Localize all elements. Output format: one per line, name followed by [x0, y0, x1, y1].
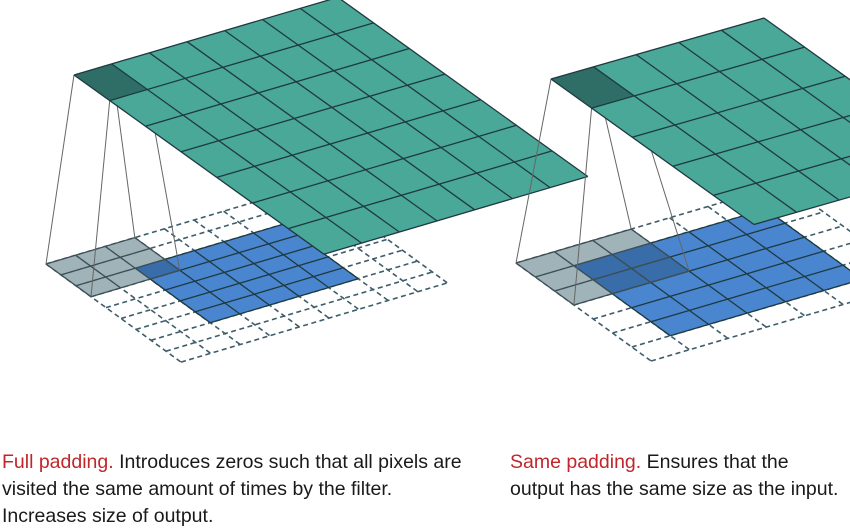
convolution-diagram — [45, 0, 850, 363]
output-highlight-cell — [551, 66, 635, 109]
full-padding-caption: Full padding. Introduces zeros such that… — [2, 449, 472, 530]
same-padding-caption: Same padding. Ensures that the output ha… — [510, 449, 840, 503]
output-grid — [74, 0, 588, 255]
output-grid-lines — [73, 0, 589, 255]
same-padding-diagram — [515, 17, 850, 362]
full-padding-title: Full padding. — [2, 451, 114, 473]
kernel-grid-lines — [515, 228, 690, 306]
kernel-window — [515, 228, 690, 306]
kernel-grid-lines — [45, 236, 181, 298]
output-grid-lines — [550, 17, 850, 226]
output-highlight-cell — [74, 63, 148, 101]
same-padding-description: Ensures that the output has the same siz… — [510, 451, 839, 500]
same-padding-title: Same padding. — [510, 451, 642, 473]
full-padding-description: Introduces zeros such that all pixels ar… — [2, 451, 462, 527]
output-grid — [551, 18, 850, 225]
full-padding-diagram — [45, 0, 589, 363]
kernel-window — [45, 236, 181, 298]
